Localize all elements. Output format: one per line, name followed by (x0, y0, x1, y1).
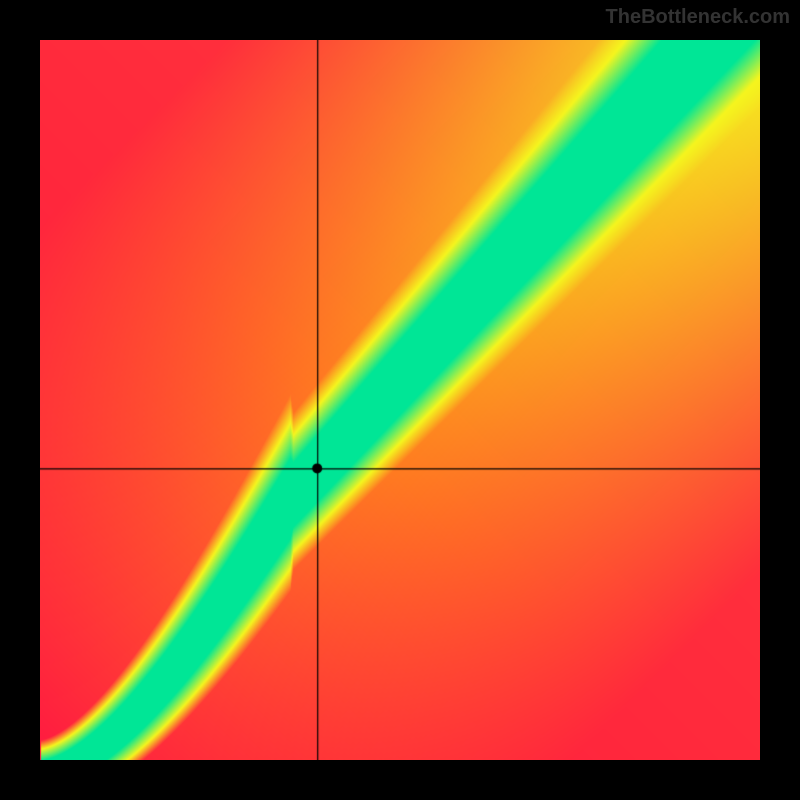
plot-area (40, 40, 760, 760)
chart-container: TheBottleneck.com (0, 0, 800, 800)
watermark-text: TheBottleneck.com (606, 6, 790, 29)
heatmap-canvas (40, 40, 760, 760)
